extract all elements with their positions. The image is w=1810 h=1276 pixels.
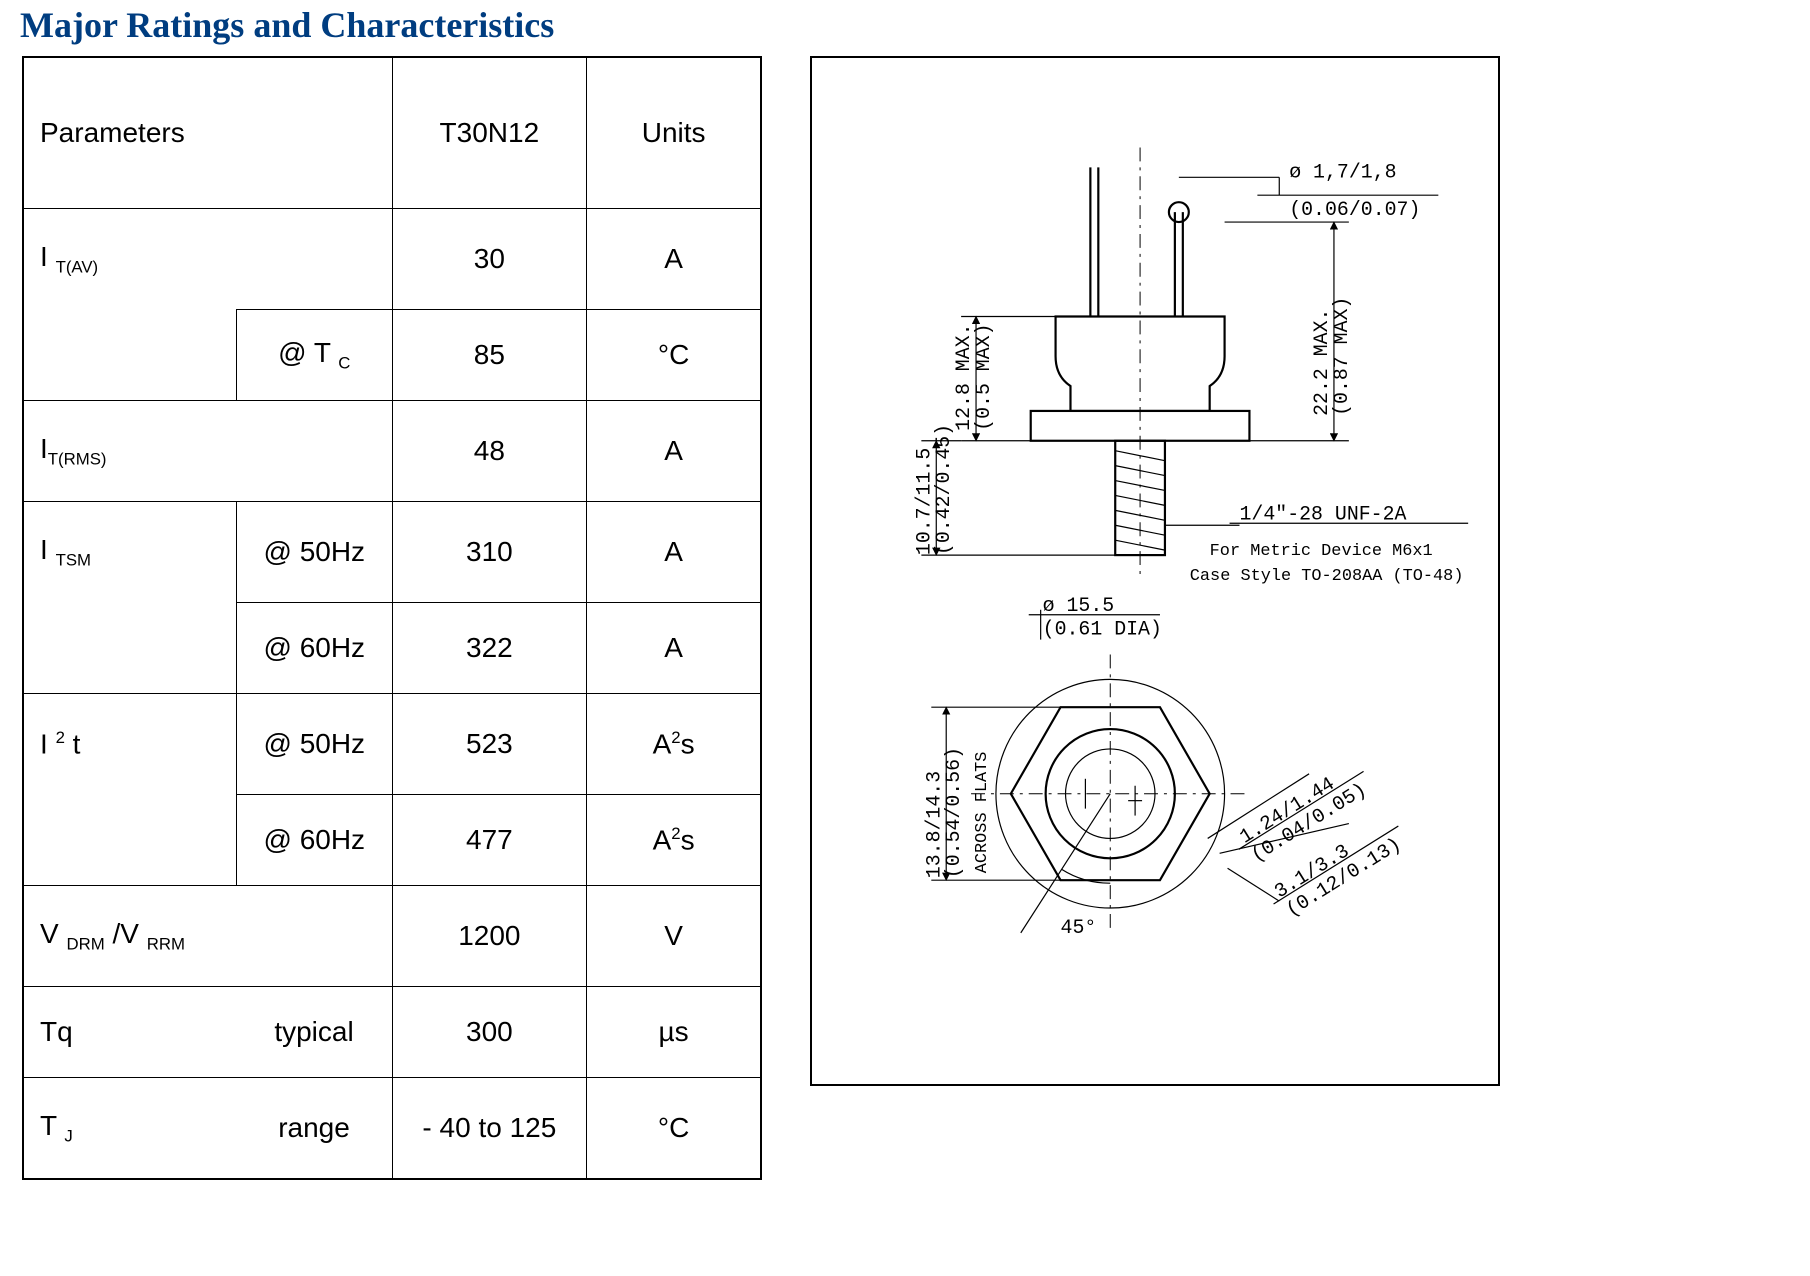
cell-value: 1200	[392, 886, 587, 987]
package-drawing: ø 1,7/1,8 (0.06/0.07) 1	[810, 56, 1500, 1086]
cell-unit: A	[587, 401, 761, 502]
col-cond	[237, 57, 392, 209]
thread-label: 1/4"-28 UNF-2A	[1239, 502, 1406, 525]
cell-value: - 40 to 125	[392, 1078, 587, 1180]
dim-hex-dia-mm: ø 15.5	[1043, 594, 1115, 617]
table-row: IT(RMS) 48 A	[23, 401, 761, 502]
cell-unit: °C	[587, 1078, 761, 1180]
cell-value: 48	[392, 401, 587, 502]
col-units: Units	[587, 57, 761, 209]
col-parameters: Parameters	[23, 57, 237, 209]
cell-value: 523	[392, 694, 587, 795]
table-row: I TSM @ 50Hz 310 A	[23, 502, 761, 603]
cell-param: IT(RMS)	[23, 401, 237, 502]
dim-hex-dia-in: (0.61 DIA)	[1043, 618, 1162, 641]
ratings-table: Parameters T30N12 Units I T(AV) 30 A @ T…	[22, 56, 762, 1180]
cell-cond: @ 60Hz	[237, 603, 392, 694]
cell-param: I T(AV)	[23, 209, 237, 310]
cell-param	[23, 603, 237, 694]
cell-param: Tq	[23, 987, 237, 1078]
cell-cond: @ 60Hz	[237, 795, 392, 886]
table-row: @ T C 85 °C	[23, 310, 761, 401]
cell-unit: A2s	[587, 694, 761, 795]
cell-unit: °C	[587, 310, 761, 401]
case-style: Case Style TO-208AA (TO-48)	[1190, 567, 1464, 586]
table-row: V DRM /V RRM 1200 V	[23, 886, 761, 987]
dim-stud-h-in: (0.42/0.45)	[932, 424, 955, 555]
cell-value: 477	[392, 795, 587, 886]
col-value: T30N12	[392, 57, 587, 209]
cell-param: I 2 t	[23, 694, 237, 795]
cell-unit: A	[587, 502, 761, 603]
cell-unit: A	[587, 603, 761, 694]
cell-param: I TSM	[23, 502, 237, 603]
angle-label: 45°	[1061, 916, 1097, 939]
section-heading: Major Ratings and Characteristics	[20, 4, 554, 46]
cell-value: 310	[392, 502, 587, 603]
metric-note: For Metric Device M6x1	[1210, 542, 1433, 561]
cell-value: 300	[392, 987, 587, 1078]
cell-param	[23, 795, 237, 886]
cell-cond: @ T C	[237, 310, 392, 401]
cell-unit: V	[587, 886, 761, 987]
cell-cond	[237, 209, 392, 310]
table-row: Tq typical 300 µs	[23, 987, 761, 1078]
cell-value: 322	[392, 603, 587, 694]
dim-af-in: (0.54/0.56)	[942, 747, 965, 878]
across-flats-label: ACROSS FLATS	[973, 752, 992, 874]
dim-total-h-in: (0.87 MAX)	[1330, 297, 1353, 416]
table-row: I 2 t @ 50Hz 523 A2s	[23, 694, 761, 795]
table-row: T J range - 40 to 125 °C	[23, 1078, 761, 1180]
cell-param: T J	[23, 1078, 237, 1180]
dim-pin-dia-mm: ø 1,7/1,8	[1289, 160, 1396, 183]
cell-param	[23, 310, 237, 401]
drawing-svg: ø 1,7/1,8 (0.06/0.07) 1	[812, 58, 1498, 1082]
cell-cond	[237, 401, 392, 502]
table-row: @ 60Hz 322 A	[23, 603, 761, 694]
table-row: I T(AV) 30 A	[23, 209, 761, 310]
dim-pin-dia-in: (0.06/0.07)	[1289, 198, 1420, 221]
table-header-row: Parameters T30N12 Units	[23, 57, 761, 209]
cell-cond	[237, 886, 392, 987]
cell-cond: typical	[237, 987, 392, 1078]
cell-unit: µs	[587, 987, 761, 1078]
cell-param: V DRM /V RRM	[23, 886, 237, 987]
cell-cond: range	[237, 1078, 392, 1180]
cell-unit: A2s	[587, 795, 761, 886]
cell-cond: @ 50Hz	[237, 694, 392, 795]
cell-value: 85	[392, 310, 587, 401]
table-row: @ 60Hz 477 A2s	[23, 795, 761, 886]
dim-body-h-in: (0.5 MAX)	[972, 323, 995, 430]
cell-unit: A	[587, 209, 761, 310]
cell-cond: @ 50Hz	[237, 502, 392, 603]
cell-value: 30	[392, 209, 587, 310]
